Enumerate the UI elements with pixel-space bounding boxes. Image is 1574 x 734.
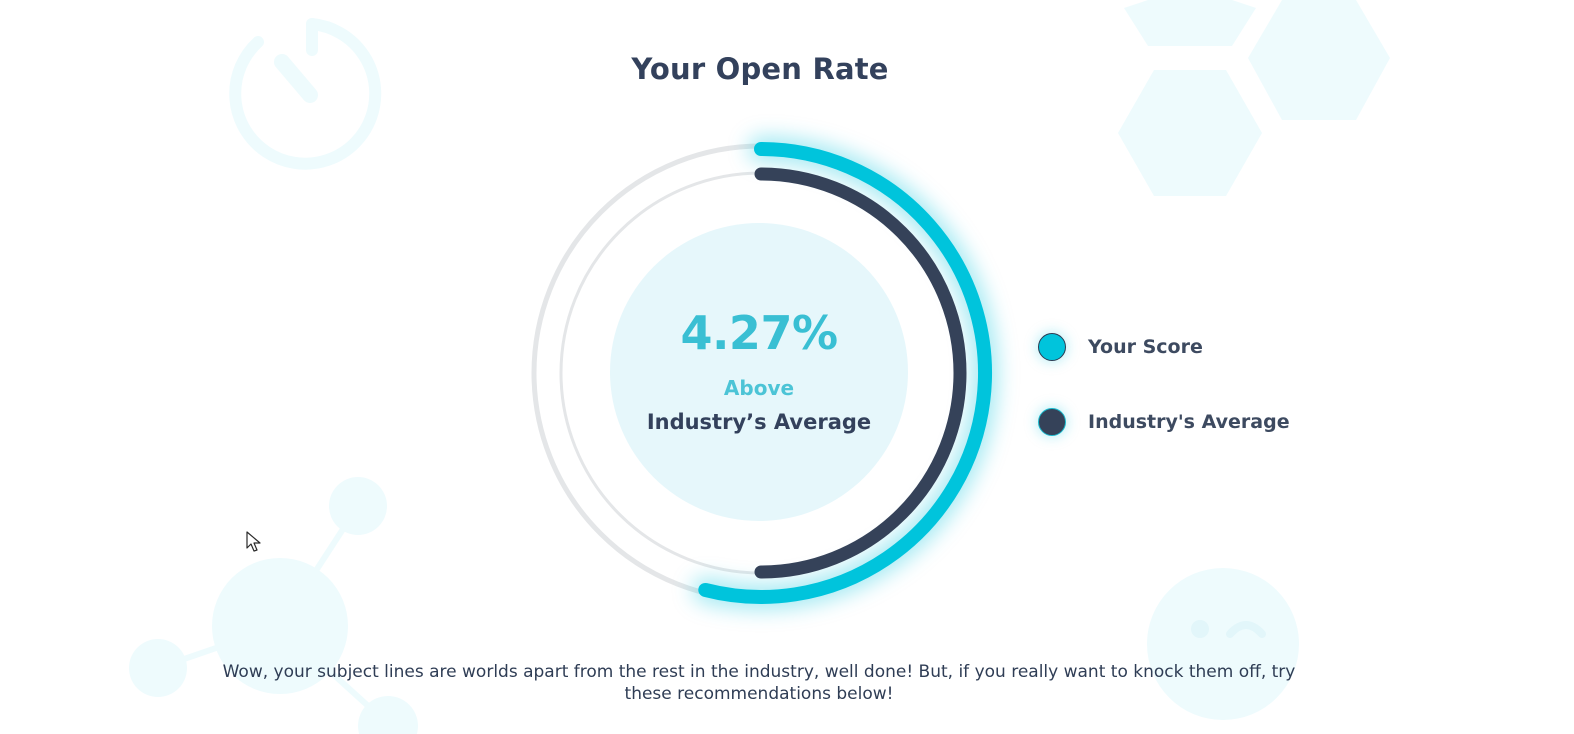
industry-average-swatch (1038, 408, 1066, 436)
mouse-cursor-icon (246, 531, 261, 552)
winking-face-icon (1147, 568, 1299, 720)
page-title: Your Open Rate (631, 52, 889, 86)
your-score-arc (698, 142, 992, 604)
center-disc (610, 223, 908, 521)
legend-label-your-score: Your Score (1088, 336, 1203, 358)
stopwatch-icon (229, 18, 382, 170)
legend-label-industry-average: Industry's Average (1088, 411, 1290, 433)
industry-average-arc (754, 167, 967, 579)
molecule-icon (129, 477, 418, 734)
hexagon-pattern-icon (1118, 0, 1390, 196)
open-rate-value: 4.27% (680, 306, 838, 360)
your-score-swatch (1038, 333, 1066, 361)
comparison-subject: Industry’s Average (646, 410, 872, 434)
result-message: Wow, your subject lines are worlds apart… (222, 662, 1296, 704)
gauge-legend: Your Score Industry's Average (1038, 332, 1338, 482)
legend-item-your-score: Your Score (1038, 332, 1338, 364)
legend-item-industry-average: Industry's Average (1038, 407, 1338, 439)
comparison-status: Above (723, 376, 795, 400)
